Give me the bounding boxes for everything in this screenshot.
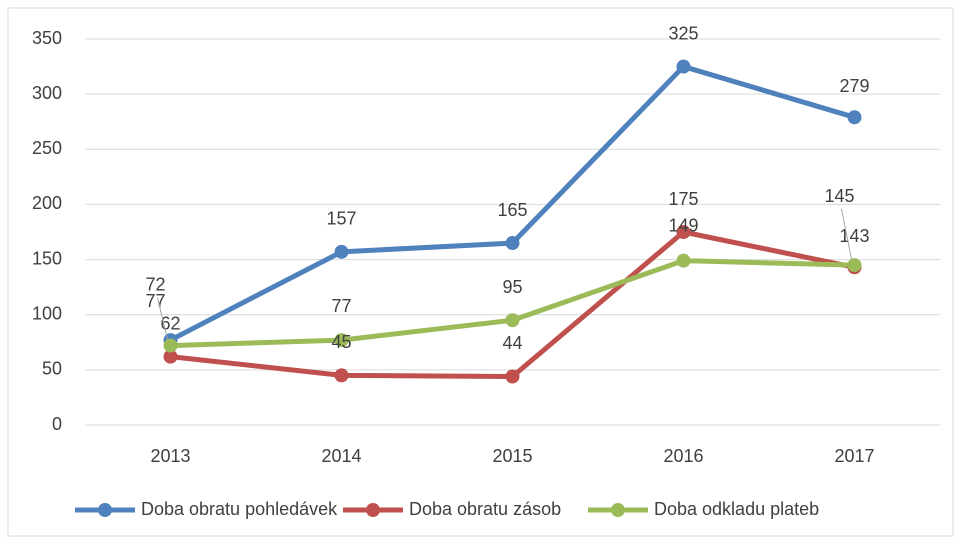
- x-tick-label: 2017: [834, 446, 874, 466]
- data-label: 279: [839, 76, 869, 96]
- legend-label: Doba obratu pohledávek: [141, 499, 338, 519]
- data-point: [676, 253, 691, 268]
- y-tick-label: 250: [32, 138, 62, 158]
- y-tick-label: 50: [42, 359, 62, 379]
- data-label: 325: [668, 23, 698, 43]
- legend-marker: [98, 503, 112, 517]
- y-tick-label: 100: [32, 303, 62, 323]
- data-label: 143: [839, 226, 869, 246]
- data-label: 72: [145, 274, 165, 294]
- data-point: [505, 313, 520, 328]
- data-point: [847, 110, 862, 125]
- data-label: 145: [824, 186, 854, 206]
- data-point: [847, 258, 862, 273]
- legend-label: Doba obratu zásob: [409, 499, 561, 519]
- data-label: 157: [326, 209, 356, 229]
- data-label: 95: [502, 277, 522, 297]
- y-tick-label: 350: [32, 28, 62, 48]
- data-label: 44: [502, 333, 522, 353]
- data-label: 77: [331, 296, 351, 316]
- data-label: 175: [668, 189, 698, 209]
- data-point: [676, 59, 691, 74]
- y-tick-label: 0: [52, 414, 62, 434]
- data-point: [505, 236, 520, 251]
- y-tick-label: 300: [32, 83, 62, 103]
- data-point: [163, 338, 178, 353]
- data-point: [334, 333, 349, 348]
- chart-frame: [7, 7, 954, 537]
- x-tick-label: 2016: [663, 446, 703, 466]
- data-point: [505, 369, 520, 384]
- legend-marker: [366, 503, 380, 517]
- data-point: [334, 244, 349, 259]
- legend-marker: [611, 503, 625, 517]
- data-point: [334, 368, 349, 383]
- x-tick-label: 2014: [321, 446, 361, 466]
- leader-line: [841, 208, 852, 260]
- x-tick-label: 2013: [150, 446, 190, 466]
- x-tick-label: 2015: [492, 446, 532, 466]
- y-tick-label: 150: [32, 248, 62, 268]
- data-point: [676, 225, 691, 239]
- data-point: [163, 349, 178, 364]
- data-label: 165: [497, 200, 527, 220]
- data-label: 77: [145, 291, 165, 311]
- data-label: 62: [160, 313, 180, 333]
- leader-line: [157, 297, 168, 340]
- legend-label: Doba odkladu plateb: [654, 499, 819, 519]
- data-label: 45: [331, 332, 351, 352]
- data-label: 149: [668, 215, 698, 235]
- y-tick-label: 200: [32, 193, 62, 213]
